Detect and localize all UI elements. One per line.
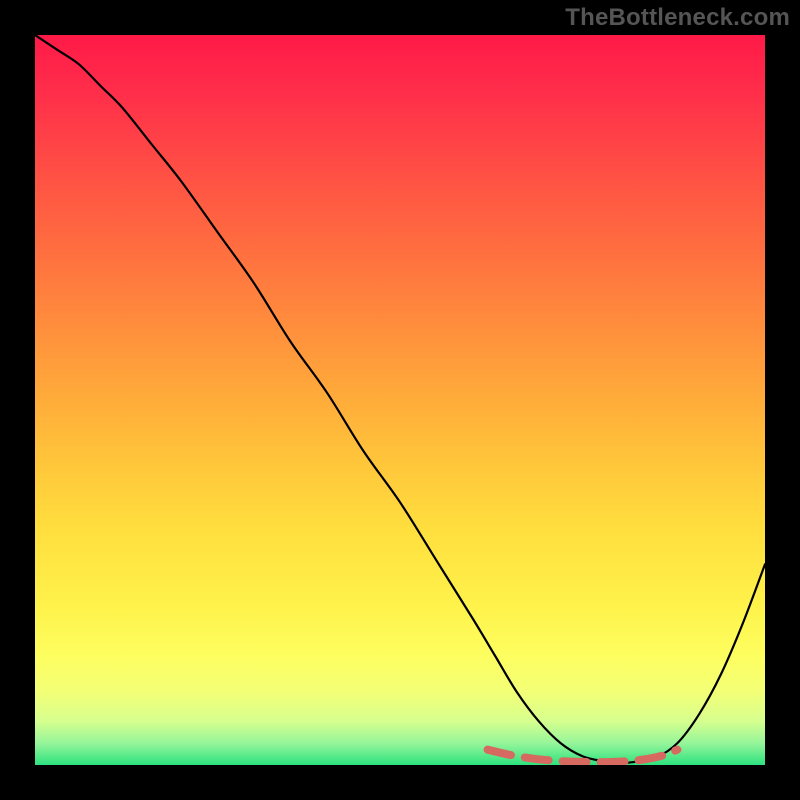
chart-wrapper: TheBottleneck.com (0, 0, 800, 800)
plot-background (35, 35, 765, 765)
watermark-text: TheBottleneck.com (565, 4, 790, 32)
bottleneck-chart (0, 0, 800, 800)
